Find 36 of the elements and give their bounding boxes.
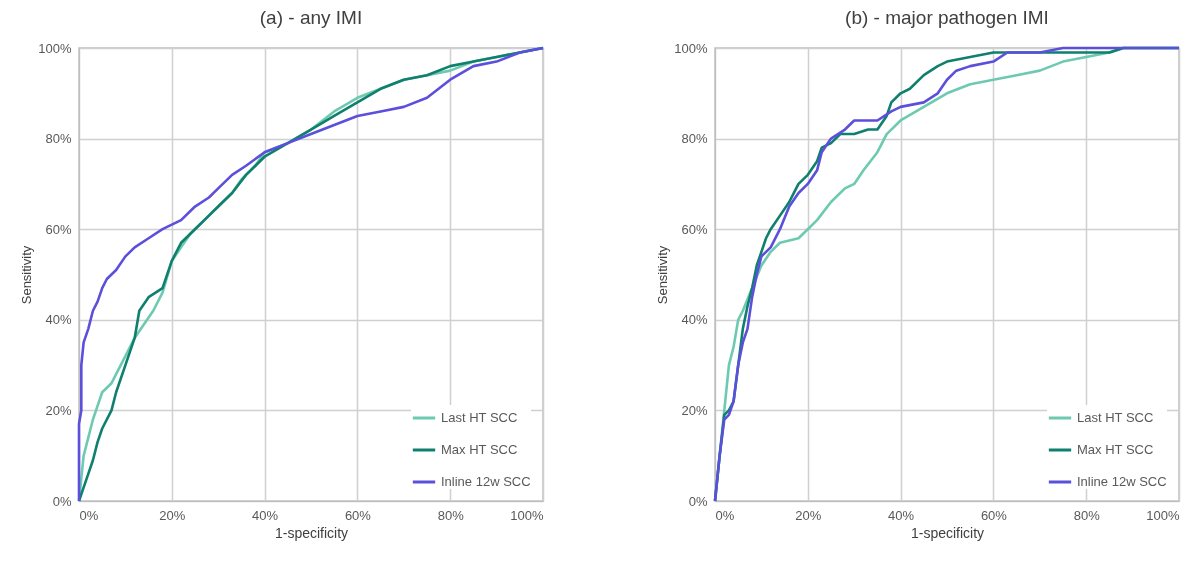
x-tick-label: 100%: [1146, 507, 1180, 523]
legend-label: Max HT SCC: [1077, 442, 1154, 457]
x-axis-title: 1-specificity: [910, 524, 985, 541]
x-tick-label: 40%: [888, 507, 915, 523]
chart-title: (b) - major pathogen IMI: [845, 7, 1049, 28]
y-tick-label: 100%: [674, 40, 708, 56]
x-tick-label: 0%: [715, 507, 735, 523]
y-tick-label: 0%: [688, 493, 708, 509]
x-tick-label: 60%: [980, 507, 1008, 523]
x-tick-label: 80%: [437, 507, 465, 523]
y-tick-label: 40%: [681, 312, 708, 328]
y-tick-label: 60%: [681, 221, 708, 237]
x-tick-label: 20%: [795, 507, 822, 523]
y-tick-label: 80%: [681, 131, 708, 147]
y-tick-label: 80%: [45, 131, 72, 147]
y-tick-label: 40%: [45, 312, 72, 328]
legend-label: Max HT SCC: [441, 442, 518, 457]
x-tick-label: 80%: [1073, 507, 1101, 523]
chart-title: (a) - any IMI: [259, 7, 363, 28]
x-tick-label: 20%: [159, 507, 186, 523]
legend-label: Last HT SCC: [441, 410, 518, 425]
y-tick-label: 20%: [681, 402, 708, 418]
x-axis-title: 1-specificity: [274, 524, 349, 541]
y-tick-label: 60%: [45, 221, 72, 237]
y-tick-label: 100%: [38, 40, 72, 56]
x-tick-label: 60%: [344, 507, 372, 523]
y-tick-label: 20%: [45, 402, 72, 418]
legend-label: Inline 12w SCC: [441, 474, 531, 489]
y-tick-label: 0%: [52, 493, 72, 509]
x-tick-label: 40%: [252, 507, 279, 523]
y-axis-title: Sensitivity: [19, 245, 35, 305]
y-axis-title: Sensitivity: [655, 245, 671, 305]
x-tick-label: 100%: [510, 507, 544, 523]
x-tick-label: 0%: [79, 507, 99, 523]
legend-label: Inline 12w SCC: [1077, 474, 1167, 489]
legend-label: Last HT SCC: [1077, 410, 1154, 425]
